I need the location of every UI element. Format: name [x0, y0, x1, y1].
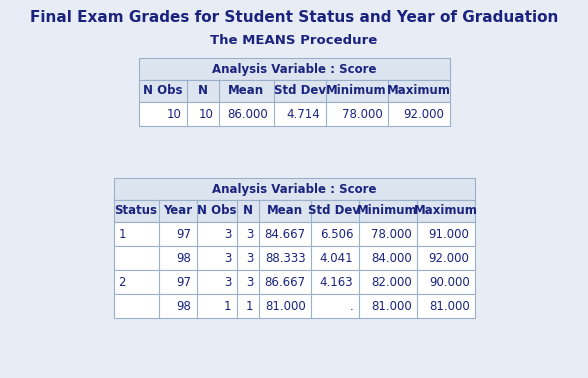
Text: 6.506: 6.506 — [320, 228, 353, 240]
Text: N Obs: N Obs — [197, 204, 236, 217]
Text: Std Dev: Std Dev — [273, 85, 326, 98]
Text: 3: 3 — [224, 276, 232, 288]
Text: 92.000: 92.000 — [403, 107, 445, 121]
Text: The MEANS Procedure: The MEANS Procedure — [211, 34, 377, 47]
Text: 10: 10 — [166, 107, 182, 121]
Text: 90.000: 90.000 — [429, 276, 469, 288]
Text: 78.000: 78.000 — [371, 228, 412, 240]
Bar — [139, 58, 449, 80]
Bar — [113, 246, 475, 270]
Text: Analysis Variable : Score: Analysis Variable : Score — [212, 62, 376, 76]
Text: Mean: Mean — [228, 85, 264, 98]
Text: Analysis Variable : Score: Analysis Variable : Score — [212, 183, 376, 195]
Bar — [113, 200, 475, 222]
Text: 88.333: 88.333 — [265, 251, 306, 265]
Text: .: . — [350, 299, 353, 313]
Text: 1: 1 — [119, 228, 126, 240]
Text: Maximum: Maximum — [413, 204, 477, 217]
Text: N: N — [198, 85, 208, 98]
Text: 3: 3 — [224, 251, 232, 265]
Text: 92.000: 92.000 — [429, 251, 469, 265]
Text: 10: 10 — [199, 107, 213, 121]
Text: Maximum: Maximum — [386, 85, 450, 98]
Text: 84.000: 84.000 — [371, 251, 412, 265]
Text: 97: 97 — [176, 276, 192, 288]
Bar — [113, 270, 475, 294]
Text: 2: 2 — [119, 276, 126, 288]
Text: 81.000: 81.000 — [371, 299, 412, 313]
Text: 86.000: 86.000 — [228, 107, 269, 121]
Text: 1: 1 — [246, 299, 253, 313]
Bar — [139, 102, 449, 126]
Text: 3: 3 — [246, 228, 253, 240]
Text: 81.000: 81.000 — [429, 299, 469, 313]
Text: N Obs: N Obs — [143, 85, 182, 98]
Text: 4.714: 4.714 — [287, 107, 320, 121]
Text: 81.000: 81.000 — [265, 299, 306, 313]
Bar — [113, 294, 475, 318]
Text: 1: 1 — [224, 299, 232, 313]
Text: 98: 98 — [176, 251, 192, 265]
Text: 4.041: 4.041 — [320, 251, 353, 265]
Text: 84.667: 84.667 — [265, 228, 306, 240]
Text: 3: 3 — [246, 251, 253, 265]
Text: Minimum: Minimum — [357, 204, 418, 217]
Text: 78.000: 78.000 — [342, 107, 383, 121]
Text: Mean: Mean — [266, 204, 303, 217]
Text: 82.000: 82.000 — [371, 276, 412, 288]
Text: Year: Year — [163, 204, 192, 217]
Text: 98: 98 — [176, 299, 192, 313]
Bar — [113, 222, 475, 246]
Text: Minimum: Minimum — [326, 85, 387, 98]
Text: Status: Status — [115, 204, 158, 217]
Text: Std Dev: Std Dev — [309, 204, 360, 217]
Text: Final Exam Grades for Student Status and Year of Graduation: Final Exam Grades for Student Status and… — [30, 10, 558, 25]
Text: N: N — [242, 204, 252, 217]
Text: 97: 97 — [176, 228, 192, 240]
Text: 3: 3 — [224, 228, 232, 240]
Text: 91.000: 91.000 — [429, 228, 469, 240]
Text: 3: 3 — [246, 276, 253, 288]
Bar — [139, 80, 449, 102]
Text: 4.163: 4.163 — [320, 276, 353, 288]
Bar — [113, 178, 475, 200]
Text: 86.667: 86.667 — [265, 276, 306, 288]
